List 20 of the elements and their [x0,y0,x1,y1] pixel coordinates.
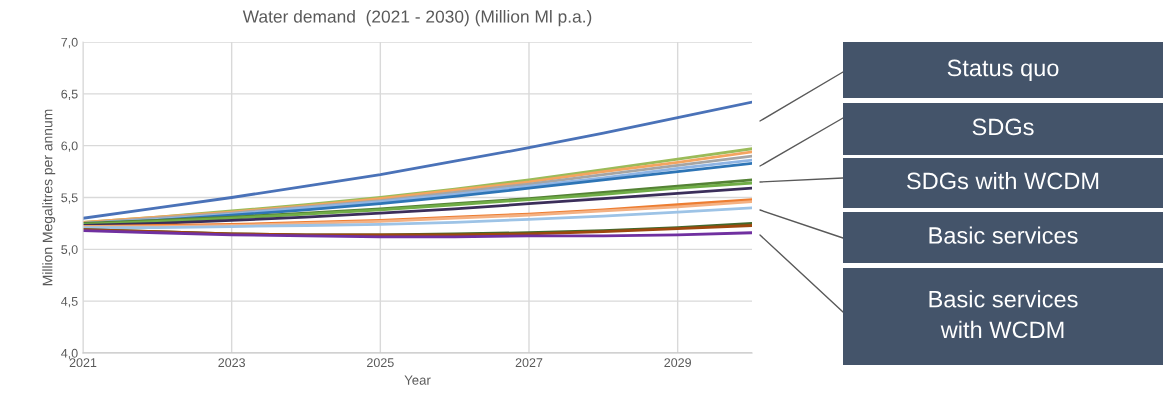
y-tick-label: 6,5 [61,89,78,100]
y-tick-label: 4,0 [61,348,78,360]
x-tick-label: 2029 [664,358,691,368]
text: SDGs [972,118,1034,136]
text: Basic services [929,226,1078,244]
text: Basic services with WCDM [929,290,1078,339]
y-tick-label: 5,5 [61,193,78,204]
x-tick-label: 2021 [69,358,97,368]
chart-title: Water demand (2021 - 2030) (Million Ml p.a.) [242,9,592,27]
y-tick-label: 4,5 [61,297,78,308]
y-tick-label: 5,0 [61,245,78,256]
text: Status quo [947,59,1059,82]
y-tick-label: 7,0 [61,37,78,49]
y-axis-title: Million Megalitres per annum [42,109,56,286]
x-tick-label: 2027 [515,358,543,368]
x-axis-title: Year [404,375,431,385]
y-tick-label: 6,0 [61,141,78,152]
x-tick-label: 2025 [367,358,394,368]
x-tick-label: 2023 [218,358,246,368]
text: SDGs with WCDM [907,172,1099,190]
